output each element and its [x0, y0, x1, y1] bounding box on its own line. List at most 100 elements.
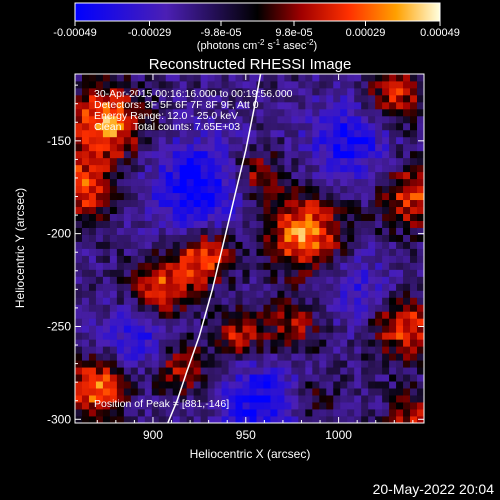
heatmap-cell	[312, 402, 320, 410]
heatmap-cell	[270, 388, 278, 396]
heatmap-cell	[375, 381, 383, 389]
heatmap-cell	[333, 409, 341, 417]
heatmap-cell	[354, 304, 362, 312]
heatmap-cell	[228, 136, 236, 145]
heatmap-cell	[368, 74, 376, 82]
heatmap-cell	[179, 234, 188, 242]
heatmap-cell	[130, 339, 139, 347]
heatmap-cell	[75, 192, 83, 201]
heatmap-cell	[410, 185, 418, 194]
heatmap-cell	[333, 101, 341, 110]
heatmap-cell	[221, 290, 229, 298]
heatmap-cell	[354, 87, 362, 96]
heatmap-cell	[165, 311, 174, 319]
heatmap-cell	[347, 178, 355, 187]
heatmap-cell	[102, 381, 111, 389]
heatmap-cell	[95, 395, 104, 403]
heatmap-cell	[340, 227, 348, 235]
heatmap-cell	[81, 346, 90, 354]
heatmap-cell	[256, 129, 264, 138]
heatmap-cell	[347, 164, 355, 173]
heatmap-cell	[109, 381, 118, 389]
heatmap-cell	[186, 367, 195, 375]
heatmap-cell	[214, 318, 222, 326]
heatmap-cell	[165, 388, 174, 396]
heatmap-cell	[333, 332, 341, 340]
heatmap-cell	[361, 227, 369, 235]
heatmap-cell	[179, 304, 188, 312]
heatmap-cell	[144, 353, 153, 361]
heatmap-cell	[326, 122, 334, 131]
heatmap-cell	[389, 318, 397, 326]
heatmap-cell	[340, 199, 348, 208]
heatmap-cell	[249, 248, 257, 256]
heatmap-cell	[368, 318, 376, 326]
heatmap-cell	[116, 87, 125, 96]
heatmap-cell	[235, 269, 243, 277]
heatmap-cell	[179, 129, 188, 138]
heatmap-cell	[214, 346, 222, 354]
heatmap-cell	[396, 402, 404, 410]
heatmap-cell	[403, 276, 411, 284]
heatmap-cell	[389, 395, 397, 403]
heatmap-cell	[382, 374, 390, 382]
heatmap-cell	[340, 185, 348, 194]
heatmap-cell	[200, 325, 209, 333]
heatmap-cell	[228, 416, 236, 423]
heatmap-cell	[207, 199, 215, 208]
heatmap-cell	[284, 332, 292, 340]
heatmap-cell	[221, 318, 229, 326]
heatmap-cell	[242, 213, 250, 221]
heatmap-cell	[284, 318, 292, 326]
heatmap-cell	[389, 122, 397, 131]
heatmap-cell	[193, 234, 202, 242]
heatmap-cell	[228, 346, 236, 354]
heatmap-cell	[151, 143, 160, 152]
heatmap-cell	[172, 122, 181, 131]
heatmap-cell	[270, 220, 278, 228]
heatmap-cell	[235, 290, 243, 298]
heatmap-cell	[340, 297, 348, 305]
heatmap-cell	[88, 94, 97, 103]
heatmap-cell	[109, 234, 118, 242]
heatmap-cell	[333, 395, 341, 403]
heatmap-cell	[165, 199, 174, 208]
heatmap-cell	[340, 332, 348, 340]
heatmap-cell	[75, 129, 83, 138]
heatmap-cell	[221, 255, 229, 263]
heatmap-cell	[137, 122, 146, 131]
heatmap-cell	[347, 290, 355, 298]
heatmap-cell	[249, 332, 257, 340]
heatmap-cell	[109, 80, 118, 89]
heatmap-cell	[270, 136, 278, 145]
heatmap-cell	[361, 129, 369, 138]
heatmap-cell	[193, 276, 202, 284]
heatmap-cell	[312, 395, 320, 403]
heatmap-cell	[277, 122, 285, 131]
heatmap-cell	[165, 255, 174, 263]
heatmap-cell	[109, 304, 118, 312]
heatmap-cell	[109, 122, 118, 131]
heatmap-cell	[95, 325, 104, 333]
heatmap-cell	[368, 192, 376, 201]
heatmap-cell	[116, 304, 125, 312]
heatmap-cell	[326, 101, 334, 110]
heatmap-cell	[403, 122, 411, 131]
heatmap-cell	[249, 311, 257, 319]
heatmap-cell	[291, 346, 299, 354]
heatmap-cell	[326, 241, 334, 249]
heatmap-cell	[312, 234, 320, 242]
heatmap-cell	[319, 381, 327, 389]
heatmap-cell	[95, 80, 104, 89]
heatmap-cell	[116, 220, 125, 228]
heatmap-cell	[193, 157, 202, 166]
heatmap-cell	[298, 234, 306, 242]
heatmap-cell	[151, 213, 160, 221]
heatmap-cell	[200, 101, 209, 110]
heatmap-cell	[396, 360, 404, 368]
heatmap-cell	[88, 227, 97, 235]
heatmap-cell	[347, 283, 355, 291]
heatmap-cell	[326, 143, 334, 152]
heatmap-cell	[109, 388, 118, 396]
heatmap-cell	[235, 388, 243, 396]
